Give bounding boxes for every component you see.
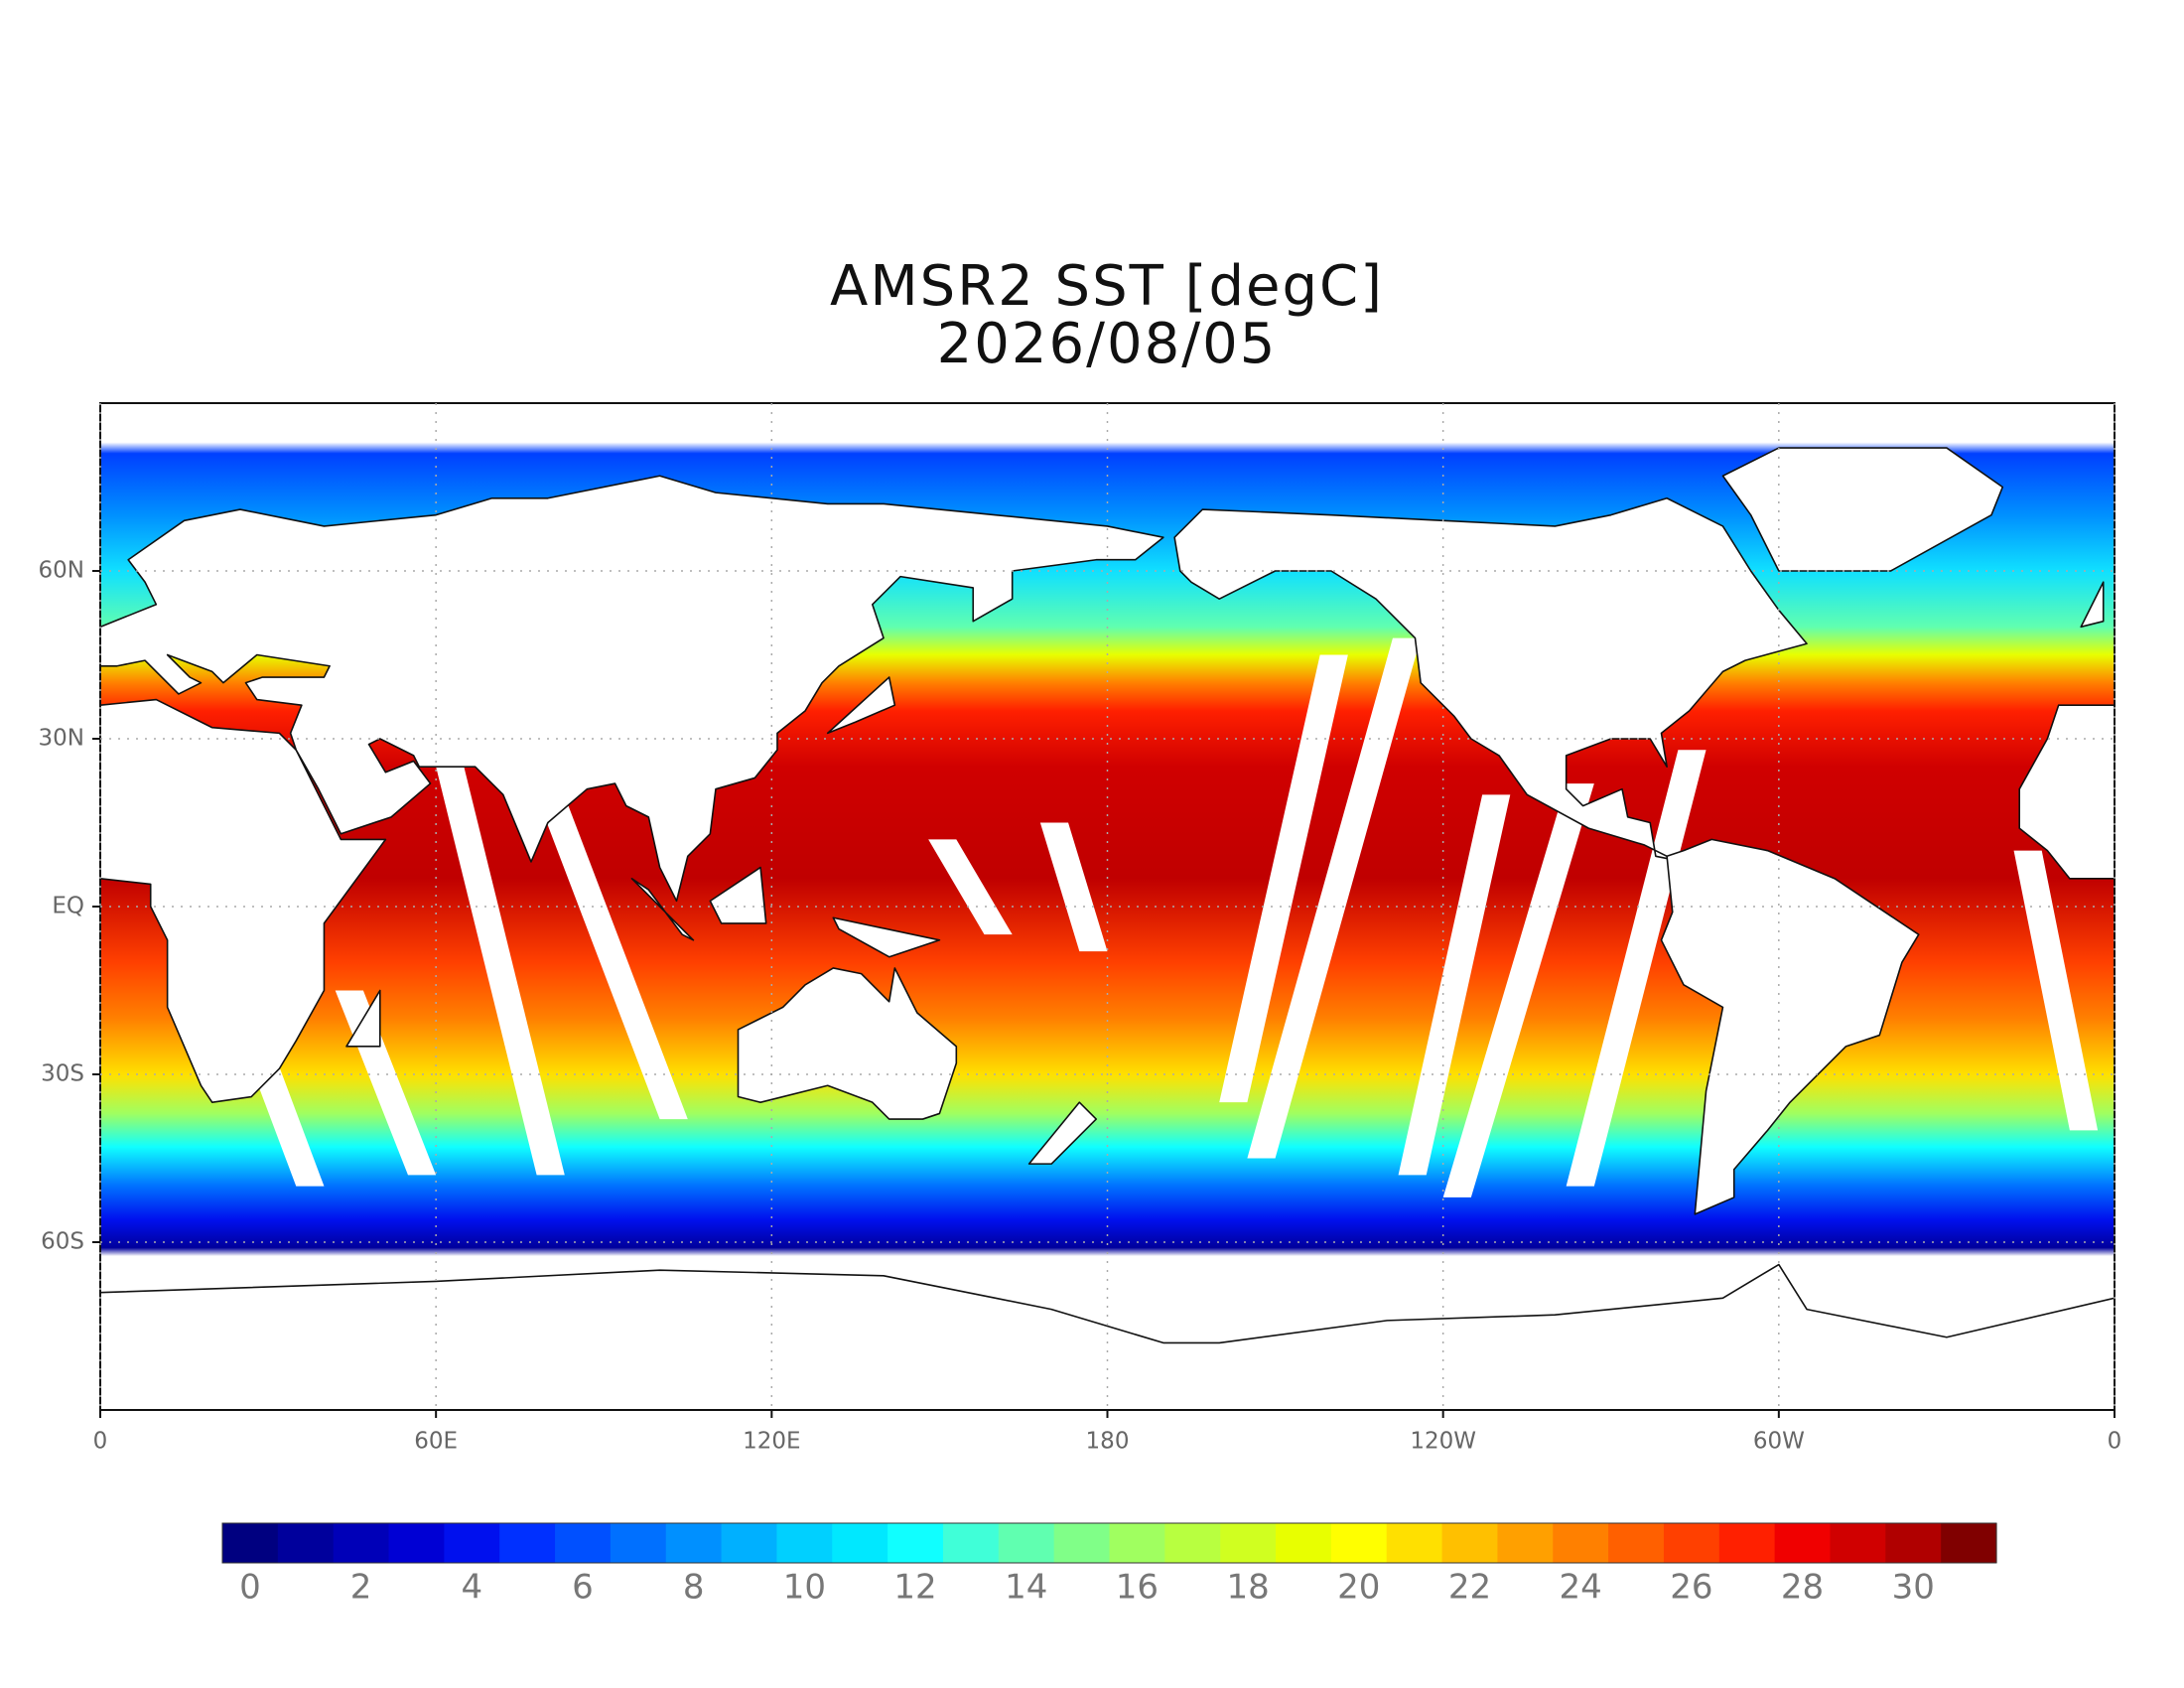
land [1173,496,1808,863]
colorbar-cell [887,1523,944,1563]
colorbar-cell [1830,1523,1886,1563]
colorbar-tick-label: 12 [893,1568,936,1608]
colorbar-cell [222,1523,279,1563]
colorbar-tick-label: 16 [1116,1568,1159,1608]
y-tick-label: EQ [52,894,84,919]
colorbar-tick-label: 30 [1892,1568,1935,1608]
colorbar-cell [1663,1523,1720,1563]
colorbar-cell [388,1523,445,1563]
data-gap [1442,783,1594,1197]
colorbar-cell [942,1523,1000,1563]
x-tick-label: 180 [1086,1429,1130,1455]
data-gap [436,767,565,1176]
colorbar-tick-label: 4 [461,1568,482,1608]
colorbar-cell [1885,1523,1942,1563]
map-area [100,403,2115,1410]
land [1660,838,1920,1215]
colorbar-cell [1941,1523,1997,1563]
land [345,989,381,1048]
colorbar-cell [1276,1523,1332,1563]
colorbar-cell [998,1523,1055,1563]
colorbar-cell [1497,1523,1554,1563]
colorbar-cell [1053,1523,1111,1563]
colorbar-tick-label: 24 [1560,1568,1602,1608]
colorbar-tick-label: 6 [572,1568,594,1608]
land [709,866,767,924]
colorbar-cell [1608,1523,1665,1563]
colorbar-cell [721,1523,778,1563]
x-tick-label: 0 [93,1429,108,1455]
data-gap [928,839,1013,935]
colorbar-cell [1330,1523,1388,1563]
land [2080,581,2105,629]
data-gap [525,767,688,1120]
x-tick-label: 60W [1753,1429,1805,1455]
land [630,878,695,941]
land [100,698,387,1103]
title: AMSR2 SST [degC] [830,254,1384,319]
colorbar-cell [610,1523,667,1563]
colorbar-cell [1164,1523,1221,1563]
y-tick-label: 30N [39,726,84,752]
colorbar-cell [665,1523,723,1563]
colorbar-cell [1220,1523,1277,1563]
land [832,916,941,958]
x-tick-label: 60E [414,1429,458,1455]
land [737,967,958,1120]
colorbar-tick-label: 18 [1226,1568,1269,1608]
x-tick-label: 120E [743,1429,800,1455]
colorbar-tick-label: 2 [350,1568,372,1608]
colorbar-tick-label: 20 [1337,1568,1380,1608]
colorbar-cell [776,1523,833,1563]
colorbar-cell [1386,1523,1443,1563]
land [1721,447,2004,572]
x-tick-label: 0 [2108,1429,2122,1455]
data-gap [2013,850,2099,1131]
axes: 0 60E 120E 180 120W 60W 0 60S 30S EQ 30N 60N [39,403,2122,1455]
colorbar-tick-label: 10 [783,1568,826,1608]
colorbar-cell [333,1523,390,1563]
colorbar-cell [444,1523,500,1563]
y-tick-label: 60N [39,558,84,584]
y-tick-label: 30S [41,1061,84,1087]
colorbar-tick-label: 14 [1005,1568,1047,1608]
land [100,475,1164,903]
data-gap [1219,654,1348,1103]
y-tick-label: 60S [41,1229,84,1255]
colorbar-cell [1441,1523,1499,1563]
colorbar-cell [499,1523,556,1563]
colorbar-cell [1109,1523,1165,1563]
land [2018,704,2115,880]
colorbar-tick-label: 26 [1670,1568,1712,1608]
colorbar-tick-label: 8 [683,1568,705,1608]
date: 2026/08/05 [937,312,1278,376]
data-gap [1247,637,1422,1159]
colorbar-cell [277,1523,335,1563]
colorbar-cell [555,1523,612,1563]
data-gap [1398,794,1511,1176]
colorbar-frame [221,1522,1997,1564]
land [100,1263,2115,1410]
data-gap [1039,822,1108,952]
colorbar-cell [832,1523,888,1563]
land [826,676,896,735]
colorbar-tick-label: 28 [1781,1568,1824,1608]
colorbar-cell [1774,1523,1832,1563]
colorbar-tick-label: 22 [1448,1568,1491,1608]
colorbar-cell [1718,1523,1776,1563]
x-tick-label: 120W [1410,1429,1476,1455]
land [1027,1101,1098,1165]
colorbar-tick-label: 0 [239,1568,261,1608]
colorbar: 0 2 4 6 8 10 12 14 16 18 20 22 24 26 28 30 [221,1522,1997,1608]
colorbar-cell [1553,1523,1609,1563]
